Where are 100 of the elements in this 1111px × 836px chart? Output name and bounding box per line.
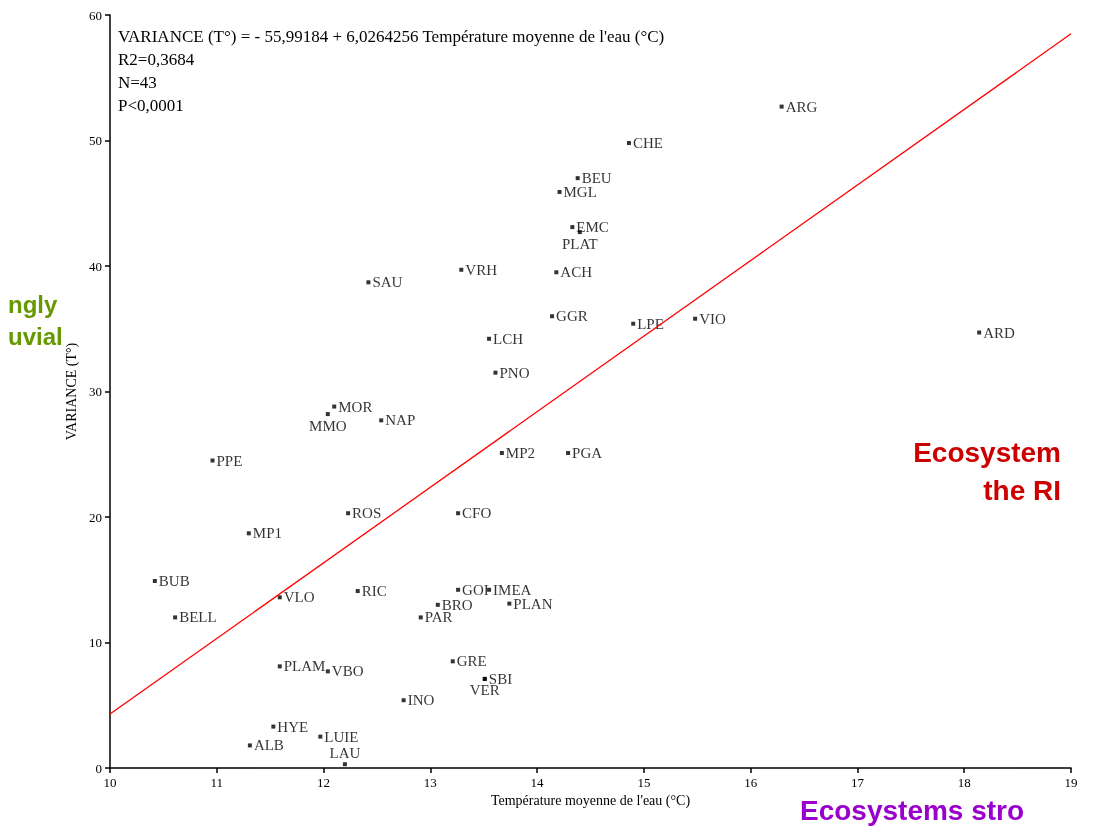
data-label: PLAM: [283, 658, 326, 675]
data-label: PLAT: [561, 235, 598, 252]
point: [493, 370, 498, 375]
y-tick-label: 50: [89, 133, 102, 148]
point: [557, 189, 562, 194]
text: ngly: [8, 290, 58, 318]
data-label: SAU: [372, 274, 403, 291]
data-label: LUIE: [324, 728, 359, 745]
data-label: ARD: [983, 324, 1016, 341]
data-label: ROS: [352, 505, 382, 522]
data-label: MMO: [309, 417, 347, 434]
point: [277, 595, 282, 600]
x-tick-label: 11: [210, 775, 224, 790]
text: uvial: [8, 322, 63, 350]
point: [482, 676, 487, 681]
point: [435, 602, 440, 607]
data-label: VBO: [331, 663, 364, 680]
x-tick-label: 15: [637, 775, 651, 790]
point: [456, 511, 461, 516]
y-tick-label: 0: [95, 760, 102, 776]
y-tick-label: 20: [89, 509, 102, 525]
data-label: MP2: [505, 444, 536, 461]
data-label: CHE: [632, 135, 663, 152]
data-label: BELL: [179, 609, 217, 626]
point: [173, 615, 178, 620]
data-label: PPE: [216, 452, 243, 469]
point: [355, 589, 360, 594]
point: [499, 450, 504, 455]
point: [550, 314, 555, 319]
y-axis-title: VARIANCE (T°): [63, 342, 80, 441]
annotation: Ecosystem: [913, 436, 1062, 468]
point: [379, 418, 384, 423]
x-tick-label: 14: [530, 775, 545, 790]
annotation: R2=0,3684: [118, 50, 195, 69]
point: [693, 316, 698, 321]
point: [152, 579, 157, 584]
y-tick-label: 30: [89, 384, 102, 399]
data-label: NAP: [385, 412, 416, 429]
y-tick-label: 40: [89, 258, 102, 274]
data-label: LAU: [329, 744, 361, 761]
data-label: PLAN: [513, 595, 553, 612]
point: [247, 743, 252, 748]
point: [418, 615, 423, 620]
x-tick-label: 17: [850, 775, 865, 790]
point: [210, 458, 215, 463]
point: [779, 104, 784, 109]
x-tick-label: 18: [957, 775, 971, 790]
data-label: MOR: [338, 398, 373, 415]
point: [456, 587, 461, 592]
point: [401, 698, 406, 703]
x-tick-label: 13: [423, 775, 437, 790]
point: [325, 669, 330, 674]
data-label: ARG: [785, 98, 818, 115]
data-label: EMC: [576, 219, 609, 236]
data-label: VIO: [699, 310, 726, 327]
data-label: PGA: [572, 444, 603, 461]
data-label: HYE: [277, 718, 309, 735]
point: [626, 141, 631, 146]
data-label: LCH: [493, 330, 524, 347]
y-tick-label: 10: [89, 635, 102, 650]
x-tick-label: 12: [317, 775, 331, 790]
annotation: VARIANCE (T°) = - 55,99184 + 6,0264256 Température moyenne de l'eau (°C): [118, 27, 665, 46]
point: [332, 404, 337, 409]
point: [631, 321, 636, 326]
data-label: VRH: [465, 261, 498, 278]
point: [342, 762, 347, 767]
point: [450, 659, 455, 664]
point: [271, 724, 276, 729]
data-label: INO: [407, 692, 435, 709]
point: [366, 280, 371, 285]
data-label: SBI: [488, 670, 513, 687]
data-label: RIC: [361, 583, 387, 600]
x-tick-label: 19: [1064, 775, 1078, 790]
data-label: LPE: [637, 315, 664, 332]
point: [346, 511, 351, 516]
point: [566, 450, 571, 455]
point: [507, 601, 512, 606]
point: [575, 176, 580, 181]
annotation: the RI: [983, 474, 1061, 506]
data-label: IMEA: [493, 581, 532, 598]
data-label: CFO: [462, 505, 492, 522]
point: [570, 225, 575, 230]
data-label: PNO: [499, 364, 530, 381]
x-tick-label: 16: [744, 775, 758, 790]
annotation: P<0,0001: [118, 96, 184, 115]
point: [277, 664, 282, 669]
data-label: BUB: [158, 573, 190, 590]
data-label: GRE: [456, 653, 487, 670]
data-label: GOI: [462, 581, 489, 598]
data-label: ACH: [560, 264, 593, 281]
point: [459, 267, 464, 272]
point: [325, 412, 330, 417]
point: [487, 336, 492, 341]
data-label: VLO: [283, 589, 315, 606]
data-label: ALB: [253, 737, 284, 754]
data-label: MP1: [252, 525, 282, 542]
annotation: N=43: [118, 73, 157, 92]
point: [318, 734, 323, 739]
point: [554, 270, 559, 275]
x-tick-label: 10: [103, 775, 117, 790]
